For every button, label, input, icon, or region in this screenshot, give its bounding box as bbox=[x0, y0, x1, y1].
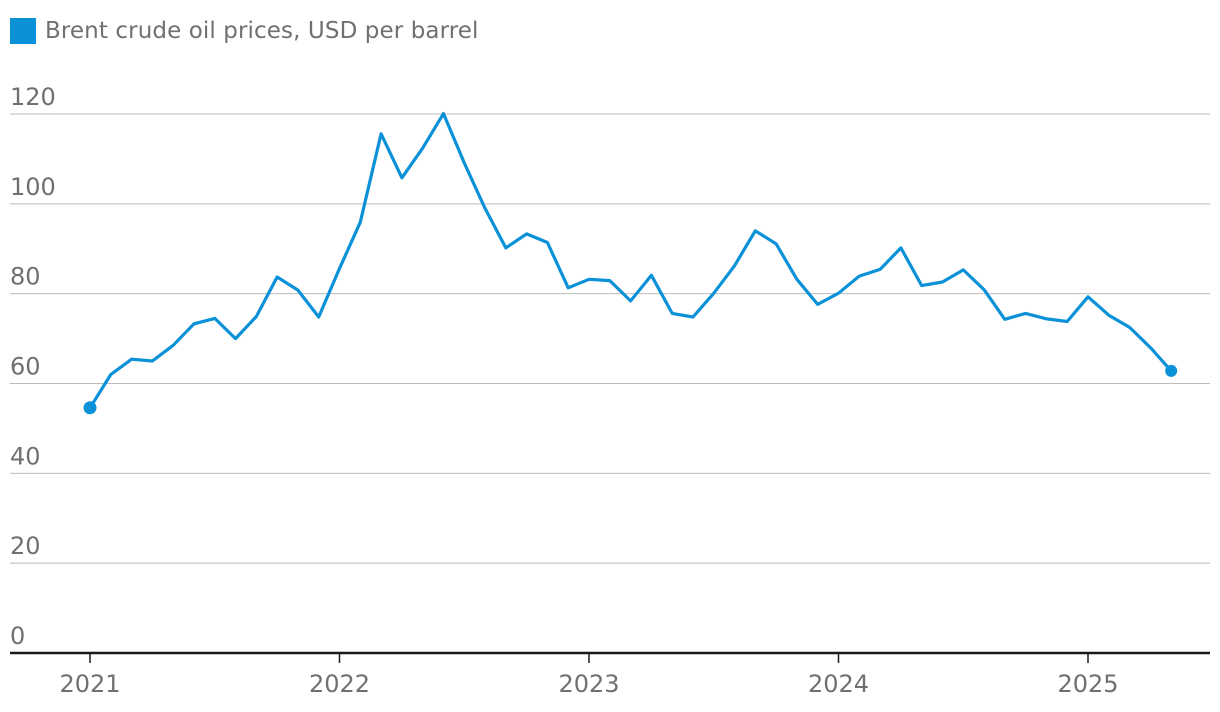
x-tick-label-2022: 2022 bbox=[309, 670, 370, 698]
y-tick-label-0: 0 bbox=[10, 622, 25, 650]
chart-legend: Brent crude oil prices, USD per barrel bbox=[10, 17, 479, 45]
x-tick-label-2024: 2024 bbox=[808, 670, 869, 698]
x-axis: 2021 2022 2023 2024 2025 bbox=[59, 653, 1119, 698]
series-line-brent bbox=[88, 111, 1173, 410]
x-tick-label-2025: 2025 bbox=[1057, 670, 1118, 698]
series-layer bbox=[83, 111, 1178, 415]
legend-label: Brent crude oil prices, USD per barrel bbox=[45, 18, 479, 44]
x-tick-label-2021: 2021 bbox=[59, 670, 120, 698]
end-point-marker bbox=[1165, 364, 1178, 377]
gridlines bbox=[10, 113, 1210, 655]
y-tick-label-40: 40 bbox=[10, 442, 41, 470]
legend-swatch bbox=[10, 18, 36, 44]
y-tick-label-120: 120 bbox=[10, 83, 56, 111]
y-tick-label-80: 80 bbox=[10, 263, 41, 291]
start-point-marker bbox=[83, 401, 97, 415]
y-tick-label-60: 60 bbox=[10, 353, 41, 381]
y-tick-label-100: 100 bbox=[10, 173, 56, 201]
x-tick-label-2023: 2023 bbox=[558, 670, 619, 698]
y-tick-label-20: 20 bbox=[10, 532, 41, 560]
y-axis: 0 20 40 60 80 100 120 bbox=[10, 83, 56, 650]
